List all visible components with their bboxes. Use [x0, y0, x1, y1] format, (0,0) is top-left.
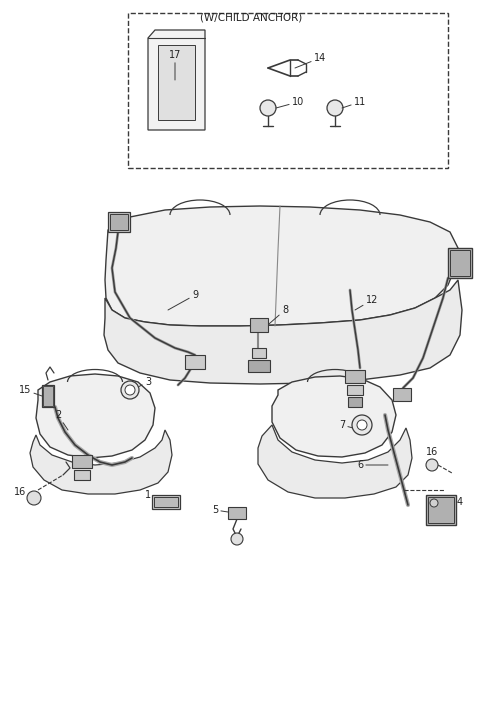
Text: 1: 1: [145, 490, 155, 500]
Bar: [74, 470, 90, 480]
Text: (W/CHILD ANCHOR): (W/CHILD ANCHOR): [200, 13, 302, 23]
Polygon shape: [258, 425, 412, 498]
Text: 6: 6: [357, 460, 388, 470]
Bar: [426, 495, 456, 525]
Bar: [248, 360, 270, 372]
Polygon shape: [104, 280, 462, 384]
Text: 14: 14: [295, 53, 326, 68]
Bar: [450, 250, 470, 276]
Bar: [152, 495, 180, 509]
Circle shape: [357, 420, 367, 430]
Bar: [428, 497, 454, 523]
Text: 5: 5: [212, 505, 228, 515]
Circle shape: [125, 385, 135, 395]
Polygon shape: [30, 430, 172, 494]
Bar: [347, 385, 363, 395]
Bar: [185, 355, 205, 369]
Text: 16: 16: [426, 447, 438, 462]
Bar: [43, 386, 53, 406]
Text: 13: 13: [449, 257, 461, 267]
Bar: [345, 370, 365, 383]
Bar: [250, 318, 268, 332]
Polygon shape: [148, 30, 205, 130]
Text: 16: 16: [14, 487, 32, 497]
Text: 2: 2: [55, 410, 68, 430]
Polygon shape: [105, 206, 458, 326]
Bar: [110, 214, 128, 230]
Circle shape: [231, 533, 243, 545]
Text: 3: 3: [132, 377, 151, 390]
Circle shape: [426, 459, 438, 471]
Text: 7: 7: [339, 420, 353, 430]
Bar: [42, 385, 54, 407]
Circle shape: [27, 491, 41, 505]
Bar: [448, 248, 472, 278]
Polygon shape: [36, 374, 155, 458]
Circle shape: [121, 381, 139, 399]
Bar: [108, 212, 130, 232]
Bar: [252, 348, 266, 358]
Polygon shape: [158, 45, 195, 120]
Text: 9: 9: [168, 290, 198, 310]
Text: 15: 15: [19, 385, 42, 396]
Bar: [393, 388, 411, 401]
Bar: [72, 455, 92, 468]
Text: 10: 10: [276, 97, 304, 108]
Text: 12: 12: [355, 295, 378, 310]
Circle shape: [327, 100, 343, 116]
Text: 8: 8: [262, 305, 288, 330]
Circle shape: [352, 415, 372, 435]
Polygon shape: [272, 376, 396, 457]
Text: 11: 11: [342, 97, 366, 108]
Text: 17: 17: [169, 50, 181, 80]
Circle shape: [430, 499, 438, 507]
Bar: [154, 497, 178, 507]
Circle shape: [260, 100, 276, 116]
Bar: [228, 507, 246, 519]
Text: 4: 4: [455, 497, 463, 510]
Bar: [348, 397, 362, 407]
